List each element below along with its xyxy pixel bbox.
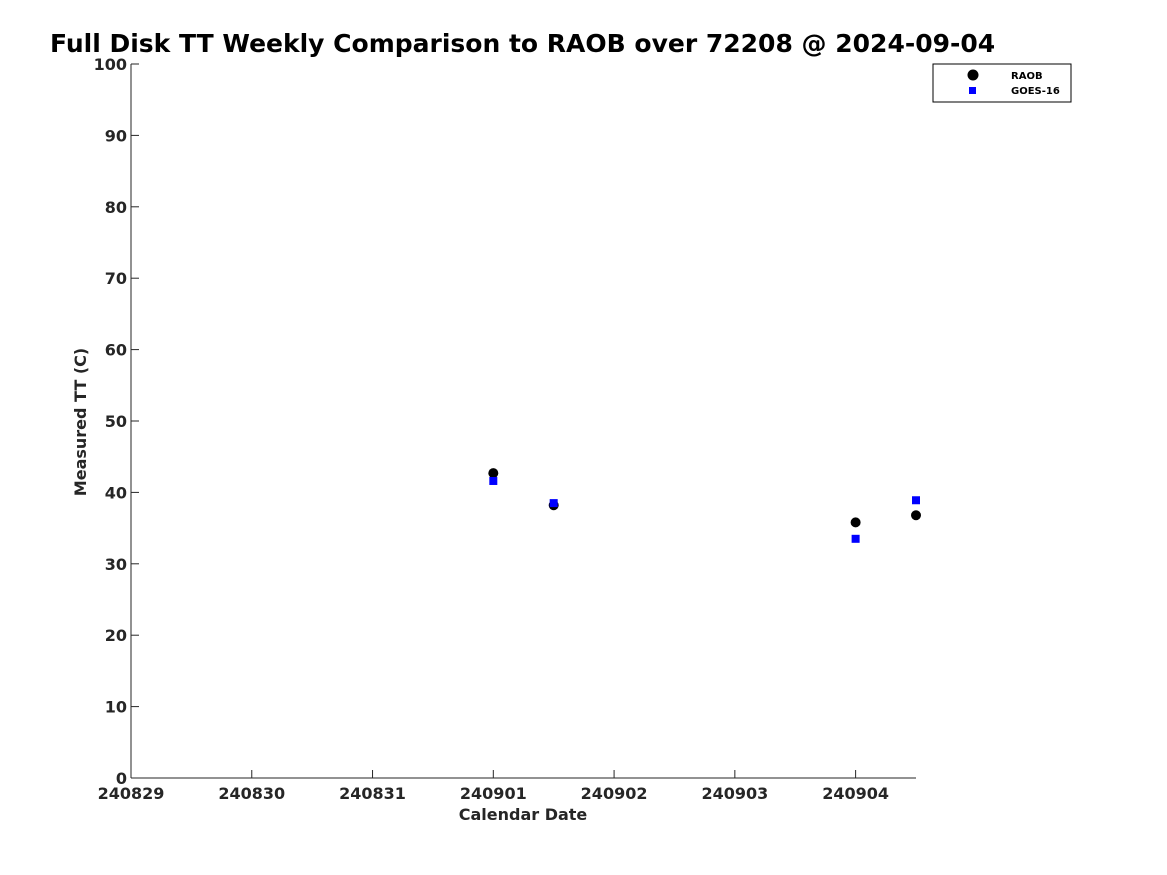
y-tick-label: 60 <box>105 341 127 360</box>
legend-marker-raob <box>967 69 979 81</box>
legend: RAOB GOES-16 <box>932 63 1072 103</box>
data-point-goes16 <box>489 476 498 485</box>
data-point-goes16 <box>549 499 558 508</box>
chart-title: Full Disk TT Weekly Comparison to RAOB o… <box>50 29 995 58</box>
x-tick-label: 240829 <box>98 784 165 803</box>
x-tick-label: 240902 <box>581 784 648 803</box>
y-tick-label: 0 <box>116 769 127 788</box>
data-point-raob <box>850 517 861 528</box>
tick-labels: 0 10 20 30 40 50 60 70 80 90 100 240829 240830 240831… <box>94 55 889 803</box>
x-axis-label: Calendar Date <box>459 805 588 824</box>
x-tick-label: 240831 <box>339 784 406 803</box>
y-tick-label: 70 <box>105 269 127 288</box>
y-axis-label: Measured TT (C) <box>71 348 90 496</box>
y-tick-label: 20 <box>105 626 127 645</box>
axes <box>130 63 916 779</box>
x-tick-label: 240901 <box>460 784 527 803</box>
y-tick-label: 50 <box>105 412 127 431</box>
data-point-goes16 <box>912 496 920 505</box>
data-point-goes16 <box>851 534 860 543</box>
legend-box <box>932 63 1072 103</box>
y-tick-label: 10 <box>105 698 127 717</box>
y-tick-label: 40 <box>105 483 127 502</box>
legend-label-raob: RAOB <box>1011 71 1043 82</box>
legend-label-goes16: GOES-16 <box>1011 86 1060 97</box>
y-tick-label: 100 <box>94 55 127 74</box>
x-tick-label: 240830 <box>218 784 285 803</box>
legend-marker-goes16 <box>969 87 976 94</box>
data-point-raob <box>488 468 499 479</box>
x-tick-label: 240903 <box>701 784 768 803</box>
y-tick-label: 90 <box>105 126 127 145</box>
data-marks <box>488 468 921 543</box>
x-tick-label: 240904 <box>822 784 889 803</box>
y-tick-label: 80 <box>105 198 127 217</box>
y-tick-label: 30 <box>105 555 127 574</box>
data-point-raob <box>911 510 921 521</box>
